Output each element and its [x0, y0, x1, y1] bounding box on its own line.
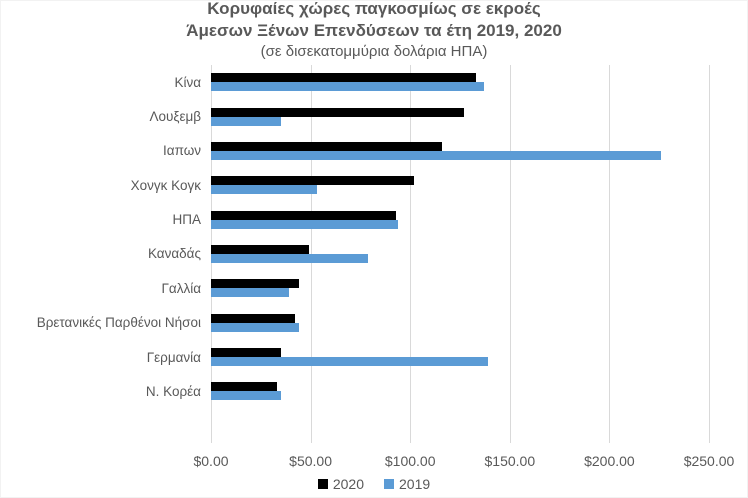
bar-row	[211, 168, 709, 202]
legend-item-2020: 2020	[317, 476, 364, 492]
bar-row	[211, 306, 709, 340]
bar-2020	[211, 73, 476, 83]
gridline	[410, 65, 412, 443]
x-tick-label: $250.00	[683, 453, 735, 469]
category-label: ΗΠΑ	[172, 212, 201, 228]
bar-2020	[211, 244, 309, 254]
plot-area	[211, 65, 710, 443]
bar-row	[211, 65, 709, 99]
x-tick-label: $100.00	[384, 453, 436, 469]
bar-2019	[211, 185, 317, 195]
category-label: Γαλλία	[161, 280, 201, 296]
legend-swatch-2019	[384, 479, 394, 489]
gridline	[609, 65, 611, 443]
x-tick-label: $0.00	[193, 453, 229, 469]
bar-row	[211, 202, 709, 236]
category-label: Ν. Κορέα	[145, 383, 201, 399]
bar-2020	[211, 313, 295, 323]
bar-2019	[211, 82, 484, 92]
bar-2019	[211, 391, 281, 401]
bar-row	[211, 99, 709, 133]
bar-2019	[211, 288, 289, 298]
gridline	[509, 65, 511, 443]
bar-2020	[211, 382, 277, 392]
category-label: Λουξεμβ	[149, 109, 201, 125]
category-label: Κίνα	[174, 74, 201, 90]
category-label: Γερμανία	[146, 349, 201, 365]
bar-2020	[211, 348, 281, 358]
bar-row	[211, 134, 709, 168]
bar-row	[211, 237, 709, 271]
chart-title-block: Κορυφαίες χώρες παγκοσμίως σε εκροές Άμε…	[1, 0, 747, 61]
bar-2020	[211, 107, 464, 117]
gridline	[709, 65, 710, 443]
bar-row	[211, 340, 709, 374]
category-axis: Κίνα Λουξεμβ Ιαπων Χονγκ Κογκ ΗΠΑ Καναδάς Γαλλ…	[1, 65, 201, 443]
legend: 2020 2019	[1, 476, 747, 492]
bar-2020	[211, 176, 415, 186]
bar-2019	[211, 150, 662, 160]
x-tick-label: $150.00	[484, 453, 536, 469]
bar-2019	[211, 219, 399, 229]
bar-2020	[211, 141, 443, 151]
category-label: Καναδάς	[147, 246, 201, 262]
bar-2019	[211, 253, 369, 263]
chart-subtitle: (σε δισεκατομμύρια δολάρια ΗΠΑ)	[260, 43, 488, 60]
bar-2019	[211, 357, 488, 367]
bar-2020	[211, 210, 397, 220]
x-tick-label: $200.00	[584, 453, 635, 469]
chart-title-line2: Άμεσων Ξένων Επενδύσεων τα έτη 2019, 202…	[186, 21, 562, 40]
category-label: Χονγκ Κογκ	[130, 177, 201, 193]
legend-label: 2019	[399, 476, 431, 492]
bar-row	[211, 271, 709, 305]
legend-swatch-2020	[317, 479, 328, 489]
bar-2019	[211, 322, 299, 332]
category-label: Βρετανικές Παρθένοι Νήσοι	[36, 315, 201, 331]
value-axis: $0.00 $50.00 $100.00 $150.00 $200.00 $250.00	[193, 453, 734, 471]
category-label: Ιαπων	[163, 143, 201, 159]
legend-label: 2020	[332, 476, 364, 492]
bar-2019	[211, 116, 281, 126]
bar-2020	[211, 279, 299, 289]
legend-item-2019: 2019	[384, 476, 430, 492]
chart-title-line1: Κορυφαίες χώρες παγκοσμίως σε εκροές	[207, 0, 541, 18]
x-tick-label: $50.00	[289, 453, 333, 469]
bar-row	[211, 374, 709, 408]
